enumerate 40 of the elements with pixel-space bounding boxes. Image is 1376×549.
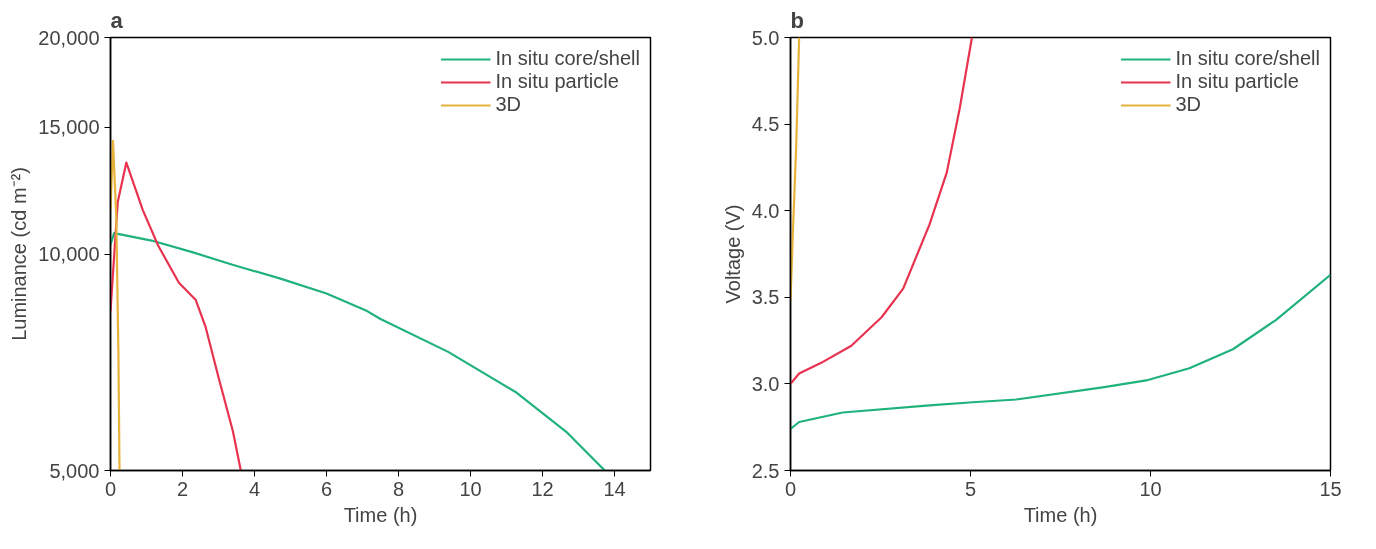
line-series [110,232,606,471]
y-tick-label: 3.5 [751,286,780,309]
y-tick-label: 15,000 [38,116,100,139]
x-tick-label: 0 [784,477,797,500]
x-tick-label: 4 [248,477,261,500]
x-tick-label: 2 [176,477,189,500]
y-tick-label: 10,000 [38,243,100,265]
x-tick-label: 15 [1319,477,1342,500]
legend-label: In situ particle [495,70,619,93]
y-tick-label: 2.5 [751,459,780,482]
legend-label: In situ core/shell [1175,47,1320,70]
legend-label: 3D [1175,93,1202,116]
x-axis-title: Time (h) [343,503,418,526]
legend-label: 3D [495,93,522,116]
x-tick-label: 10 [1139,477,1162,500]
line-series [790,37,974,385]
line-series [110,161,242,471]
x-axis-title: Time (h) [1023,503,1098,526]
x-tick-label: 6 [320,477,333,500]
x-tick-label: 12 [531,477,554,500]
y-tick-label: 4.0 [751,199,780,222]
line-series [790,273,1331,431]
y-tick-label: 20,000 [38,26,100,49]
x-tick-label: 5 [964,477,977,500]
y-tick-label: 3.0 [751,372,780,395]
line-series [110,139,121,471]
legend-label: In situ particle [1175,70,1299,93]
line-series [790,37,801,302]
y-tick-label: 4.5 [751,113,780,136]
y-tick-label: 5.0 [751,26,780,49]
legend-label: In situ core/shell [495,47,640,70]
chart-title: a [110,7,124,33]
x-tick-label: 8 [392,477,405,500]
x-tick-label: 14 [603,477,626,500]
chart-title: b [790,7,804,33]
y-axis-title: Voltage (V) [721,204,744,304]
x-tick-label: 0 [104,477,117,500]
x-tick-label: 10 [459,477,482,500]
y-axis-title: Luminance (cd m⁻²) [8,167,31,341]
y-tick-label: 5,000 [49,459,100,482]
